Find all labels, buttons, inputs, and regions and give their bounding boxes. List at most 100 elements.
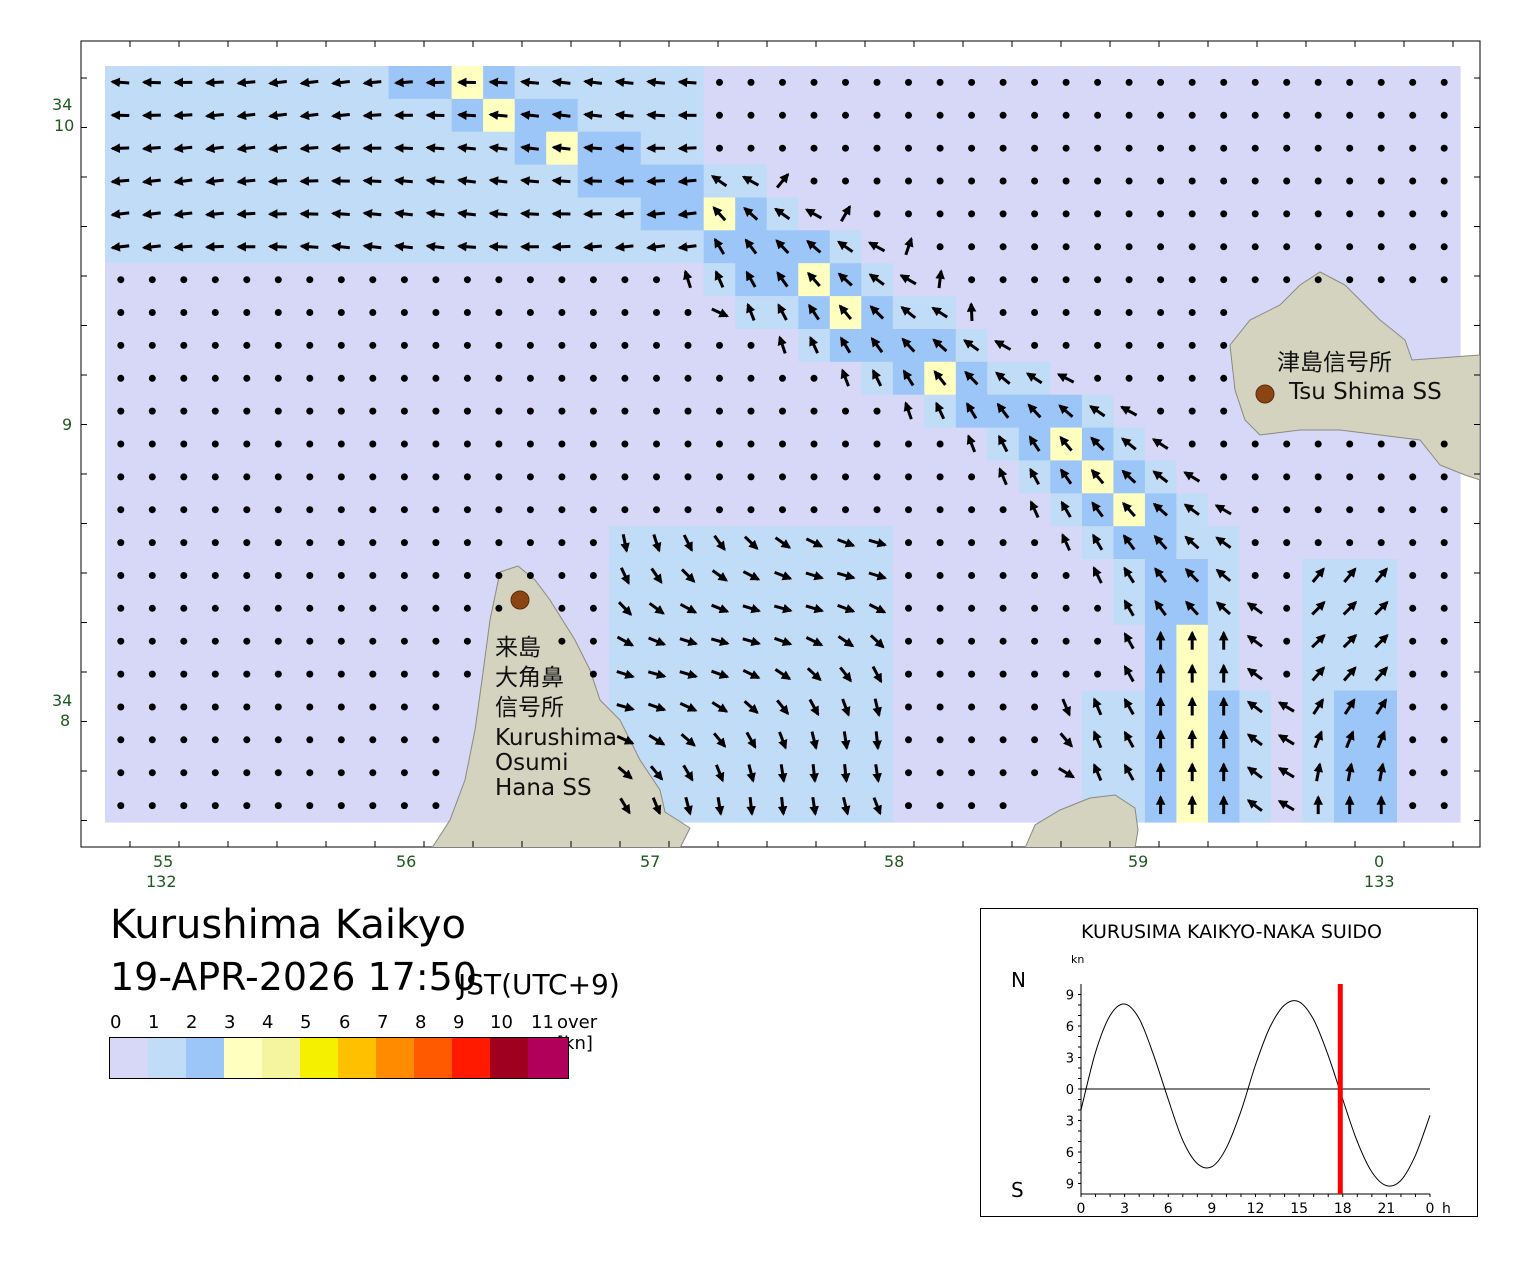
current-vector-dot xyxy=(621,276,629,284)
current-vector-arrow xyxy=(1214,504,1232,516)
current-vector-dot xyxy=(1283,78,1291,86)
current-vector-dot xyxy=(716,111,723,119)
current-vector-dot xyxy=(968,802,976,810)
current-vector-arrow xyxy=(1092,697,1103,716)
current-vector-arrow xyxy=(173,176,193,186)
current-vector-dot xyxy=(936,210,944,218)
current-vector-arrow xyxy=(1123,665,1135,683)
current-vector-dot xyxy=(1251,572,1259,579)
current-vector-dot xyxy=(810,440,818,448)
lat-label-deg: 34 xyxy=(52,95,72,114)
current-vector-dot xyxy=(653,440,660,448)
current-vector-dot xyxy=(1440,604,1448,612)
current-vector-dot xyxy=(1409,144,1417,152)
current-vector-dot xyxy=(180,341,188,349)
current-vector-dot xyxy=(369,637,377,645)
current-vector-arrow xyxy=(1311,633,1326,649)
current-vector-dot xyxy=(463,604,471,612)
current-vector-dot xyxy=(400,572,408,579)
current-vector-dot xyxy=(274,604,282,612)
current-vector-dot xyxy=(1125,177,1133,185)
current-vector-dot xyxy=(243,769,251,777)
current-vector-dot xyxy=(1440,210,1448,218)
current-vector-dot xyxy=(999,604,1007,612)
lon-label-min: 55 xyxy=(153,852,173,871)
current-vector-dot xyxy=(1346,440,1354,448)
current-vector-arrow xyxy=(1058,767,1076,779)
current-vector-dot xyxy=(369,506,377,514)
current-vector-arrow xyxy=(1246,700,1263,714)
legend-swatch xyxy=(300,1038,338,1078)
current-vector-dot xyxy=(337,374,345,382)
current-vector-dot xyxy=(432,769,440,777)
current-vector-dot xyxy=(1314,111,1322,119)
current-vector-dot xyxy=(968,539,976,547)
current-vector-arrow xyxy=(966,302,977,322)
current-vector-arrow xyxy=(1342,633,1358,649)
current-vector-dot xyxy=(1251,276,1259,284)
current-vector-dot xyxy=(1062,670,1070,678)
current-vector-arrow xyxy=(1027,403,1042,419)
current-vector-arrow xyxy=(456,110,476,121)
current-vector-arrow xyxy=(1375,698,1388,715)
current-vector-dot xyxy=(1188,309,1196,316)
current-vector-dot xyxy=(1188,243,1196,251)
current-vector-dot xyxy=(306,407,314,415)
current-vector-dot xyxy=(936,736,944,744)
current-vector-dot xyxy=(684,407,692,415)
current-vector-dot xyxy=(1283,276,1291,284)
current-vector-dot xyxy=(211,374,219,382)
current-vector-arrow xyxy=(1311,567,1325,583)
current-vector-dot xyxy=(716,506,723,514)
lon-label-min: 59 xyxy=(1128,852,1148,871)
current-vector-dot xyxy=(1031,243,1039,251)
current-vector-dot xyxy=(1283,539,1291,547)
current-vector-dot xyxy=(999,78,1007,86)
current-vector-arrow xyxy=(869,305,885,320)
current-vector-arrow xyxy=(1091,501,1104,518)
current-vector-dot xyxy=(1157,177,1165,185)
current-vector-dot xyxy=(1157,276,1165,284)
current-vector-dot xyxy=(306,276,314,284)
current-vector-dot xyxy=(337,506,345,514)
current-vector-dot xyxy=(1409,637,1417,645)
current-vector-dot xyxy=(1031,210,1039,218)
current-vector-arrow xyxy=(1342,600,1358,616)
current-vector-dot xyxy=(1409,210,1417,218)
current-vector-dot xyxy=(369,440,377,448)
current-vector-arrow xyxy=(1123,566,1135,584)
current-vector-arrow xyxy=(614,110,634,121)
current-vector-dot xyxy=(999,670,1007,678)
current-vector-dot xyxy=(1125,243,1133,251)
current-vector-dot xyxy=(148,670,156,678)
current-vector-arrow xyxy=(774,207,791,221)
current-vector-arrow xyxy=(173,242,193,252)
legend-swatch xyxy=(490,1038,528,1078)
current-vector-arrow xyxy=(899,274,917,286)
current-vector-dot xyxy=(558,341,566,349)
current-vector-dot xyxy=(495,572,503,579)
current-vector-arrow xyxy=(1343,567,1357,583)
lon-labels: 55 132 56 57 58 59 0 133 xyxy=(146,852,1395,891)
current-vector-dot xyxy=(526,407,534,415)
current-vector-dot xyxy=(1094,374,1102,382)
current-vector-dot xyxy=(495,276,503,284)
current-vector-dot xyxy=(1062,210,1070,218)
current-vector-arrow xyxy=(805,537,824,548)
current-vector-dot xyxy=(1409,572,1417,579)
current-vector-dot xyxy=(337,670,345,678)
current-vector-dot xyxy=(180,506,188,514)
current-vector-arrow xyxy=(425,176,445,186)
current-vector-dot xyxy=(747,111,755,119)
current-vector-dot xyxy=(1283,506,1291,514)
tide-chart-unit: kn xyxy=(1071,953,1084,966)
current-vector-arrow xyxy=(299,110,319,121)
current-vector-arrow xyxy=(1183,503,1200,516)
current-vector-dot xyxy=(1346,78,1354,86)
current-vector-dot xyxy=(558,572,566,579)
north-label: N xyxy=(1011,968,1026,992)
legend-tick: 4 xyxy=(262,1012,274,1033)
current-vector-dot xyxy=(243,440,251,448)
current-vector-arrow xyxy=(330,143,350,153)
current-vector-arrow xyxy=(904,236,914,256)
